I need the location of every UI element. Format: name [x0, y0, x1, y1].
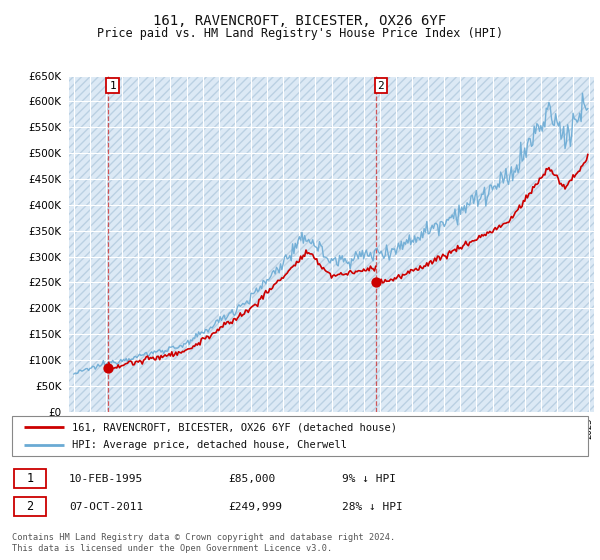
Text: 07-OCT-2011: 07-OCT-2011 [69, 502, 143, 512]
Text: 9% ↓ HPI: 9% ↓ HPI [342, 474, 396, 484]
Text: HPI: Average price, detached house, Cherwell: HPI: Average price, detached house, Cher… [73, 440, 347, 450]
Text: 10-FEB-1995: 10-FEB-1995 [69, 474, 143, 484]
Text: 161, RAVENCROFT, BICESTER, OX26 6YF (detached house): 161, RAVENCROFT, BICESTER, OX26 6YF (det… [73, 422, 397, 432]
Text: Price paid vs. HM Land Registry's House Price Index (HPI): Price paid vs. HM Land Registry's House … [97, 27, 503, 40]
Text: 1: 1 [26, 472, 34, 486]
Text: 28% ↓ HPI: 28% ↓ HPI [342, 502, 403, 512]
Text: £249,999: £249,999 [228, 502, 282, 512]
Text: 2: 2 [377, 81, 385, 91]
Point [371, 278, 381, 287]
Text: 2: 2 [26, 500, 34, 514]
Text: 1: 1 [109, 81, 116, 91]
Text: £85,000: £85,000 [228, 474, 275, 484]
Point [103, 363, 113, 372]
Text: 161, RAVENCROFT, BICESTER, OX26 6YF: 161, RAVENCROFT, BICESTER, OX26 6YF [154, 14, 446, 28]
Text: Contains HM Land Registry data © Crown copyright and database right 2024.
This d: Contains HM Land Registry data © Crown c… [12, 533, 395, 553]
